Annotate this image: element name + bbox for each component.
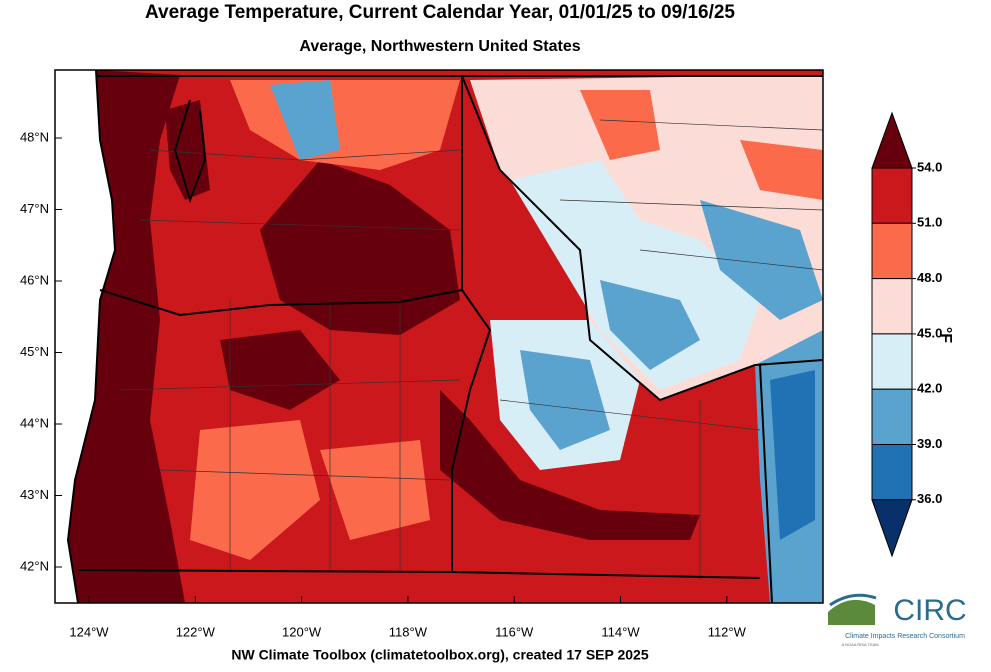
borders <box>66 70 823 603</box>
colorbar-tick-label: 42.0 <box>917 381 942 396</box>
lon-label: 118°W <box>389 624 428 639</box>
lon-label: 112°W <box>708 624 747 639</box>
colorbar-tick-label: 51.0 <box>917 215 942 230</box>
colorbar-segment <box>871 333 913 390</box>
colorbar-tick-label: 48.0 <box>917 270 942 285</box>
unit-label: °F <box>937 327 954 343</box>
lon-label: 114°W <box>601 624 640 639</box>
lon-label: 124°W <box>69 624 109 639</box>
logo-name: CIRC <box>893 594 966 627</box>
colorbar-max-arrow <box>871 111 913 169</box>
colorbar-min-arrow <box>871 499 913 558</box>
map-frame <box>54 69 824 604</box>
colorbar-tick-label: 36.0 <box>917 491 942 506</box>
subtitle: Average, Northwestern United States <box>299 38 580 55</box>
logo-tagline: A NOAA RISA TEAM <box>841 642 878 647</box>
colorbar-segment <box>871 222 913 280</box>
colorbar-segment <box>871 278 913 335</box>
lat-label: 47°N <box>20 201 49 216</box>
lat-label: 44°N <box>20 415 49 430</box>
footer: NW Climate Toolbox (climatetoolbox.org),… <box>231 647 648 663</box>
lat-label: 45°N <box>20 344 49 359</box>
lat-label: 48°N <box>20 129 49 144</box>
logo-full-name: Climate Impacts Research Consortium <box>845 633 965 640</box>
colorbar-segment <box>871 388 913 446</box>
lon-label: 120°W <box>282 624 322 639</box>
colorbar-segment <box>871 444 913 501</box>
lon-label: 116°W <box>495 624 534 639</box>
lat-label: 43°N <box>20 487 49 502</box>
lat-label: 46°N <box>20 272 49 287</box>
colorbar-tick-label: 45.0 <box>917 325 942 340</box>
colorbar-segment <box>871 167 913 224</box>
temperature-field <box>55 70 823 603</box>
lat-label: 42°N <box>20 558 49 573</box>
logo: CIRC Climate Impacts Research Consortium… <box>828 593 967 647</box>
colorbar-tick-label: 39.0 <box>917 436 942 451</box>
colorbar-tick-label: 54.0 <box>917 159 942 174</box>
title: Average Temperature, Current Calendar Ye… <box>145 2 735 23</box>
lon-label: 122°W <box>176 624 216 639</box>
